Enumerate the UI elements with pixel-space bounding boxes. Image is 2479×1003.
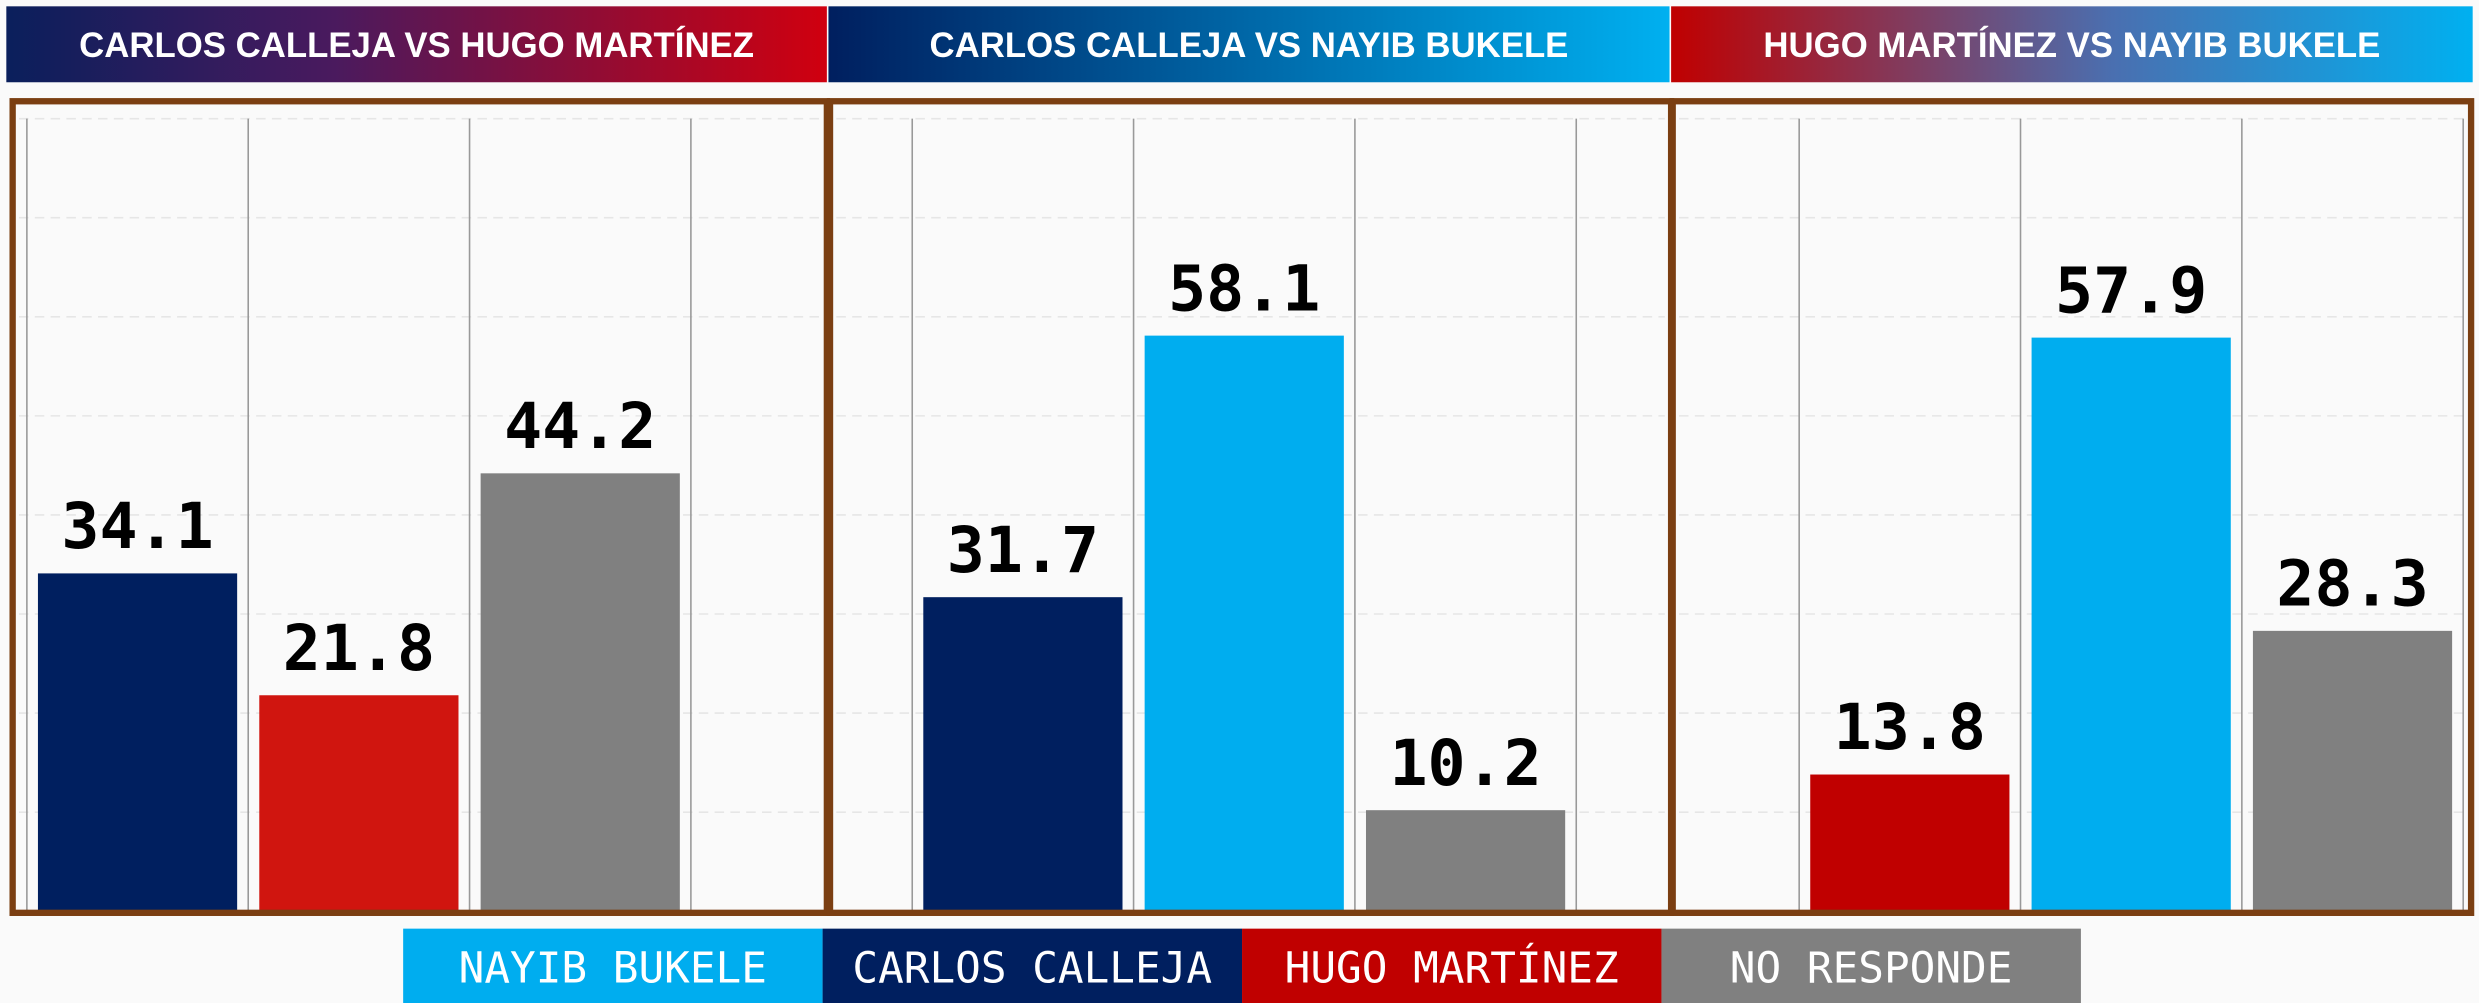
legend-swatch [1242, 928, 1662, 1003]
value-label: 10.2 [1389, 726, 1541, 800]
value-label: 28.3 [2276, 547, 2428, 621]
legend-label: NAYIB BUKELE [459, 943, 767, 993]
legend-label: CARLOS CALLEJA [852, 943, 1212, 993]
bar [37, 573, 238, 912]
bar [2031, 337, 2231, 912]
legend-label: NO RESPONDE [1730, 943, 2013, 993]
panel-header [828, 6, 1670, 83]
value-label: 21.8 [283, 611, 435, 685]
panel-title: HUGO MARTÍNEZ VS NAYIB BUKELE [1763, 25, 2380, 65]
value-label: 31.7 [947, 513, 1099, 587]
value-label: 58.1 [1168, 251, 1320, 325]
bar [480, 473, 680, 912]
panel-title: CARLOS CALLEJA VS HUGO MARTÍNEZ [79, 25, 754, 65]
bar [1365, 810, 1566, 912]
bar [1144, 335, 1344, 912]
panel-header [1671, 6, 2473, 83]
legend-swatch [1661, 928, 2081, 1003]
bar [2252, 630, 2453, 912]
bar [259, 695, 459, 912]
panel-header [6, 6, 827, 83]
legend-swatch [403, 928, 823, 1003]
bar [1810, 774, 2010, 912]
legend-swatch [822, 928, 1243, 1003]
legend-label: HUGO MARTÍNEZ [1285, 942, 1619, 993]
value-label: 34.1 [61, 489, 213, 563]
panel-frame [1669, 98, 2475, 916]
value-label: 57.9 [2055, 253, 2207, 327]
value-label: 44.2 [504, 389, 656, 463]
value-label: 13.8 [1834, 690, 1986, 764]
panel-title: CARLOS CALLEJA VS NAYIB BUKELE [930, 27, 1569, 65]
bar [923, 597, 1123, 912]
